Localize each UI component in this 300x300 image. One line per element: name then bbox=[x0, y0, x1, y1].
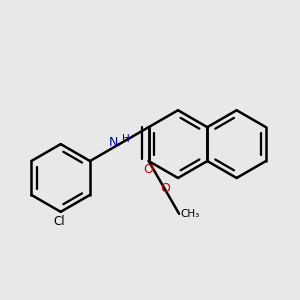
Text: N: N bbox=[109, 136, 118, 149]
Text: Cl: Cl bbox=[53, 215, 65, 228]
Text: O: O bbox=[144, 163, 154, 176]
Text: CH₃: CH₃ bbox=[181, 209, 200, 219]
Text: O: O bbox=[160, 182, 170, 195]
Text: H: H bbox=[122, 134, 129, 144]
